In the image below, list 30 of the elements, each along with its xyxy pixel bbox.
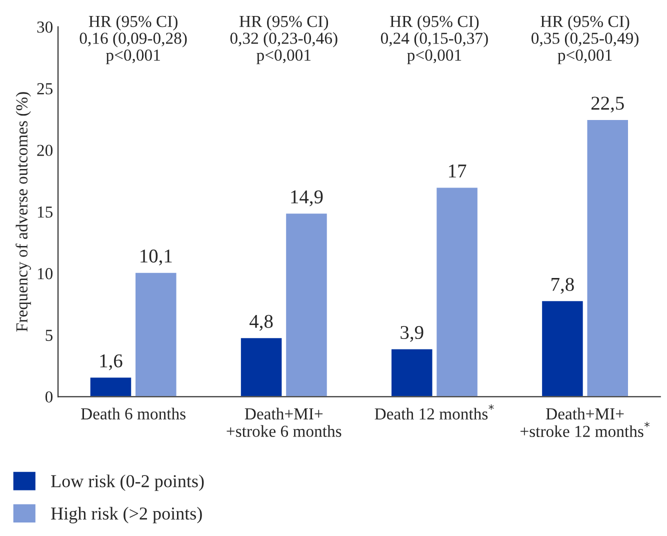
y-tick-label: 10	[38, 268, 53, 280]
bar	[435, 186, 479, 397]
y-tick-label: 15	[38, 206, 53, 218]
data-label: 7,8	[552, 278, 574, 294]
y-tick-label: 25	[37, 83, 53, 94]
x-tick-label: Death 12 months$^{*}$	[374, 404, 494, 420]
data-label: 4,8	[250, 314, 273, 331]
y-tick-label: 30	[37, 22, 53, 33]
data-label: 22,5	[591, 96, 624, 113]
data-label: 1,6	[100, 354, 122, 370]
y-axis-title: Frequency of adverse outcomes (%)	[16, 92, 31, 332]
annotation: HR (95% CI) 0,32 (0,23-0,46) p<0,001	[230, 15, 338, 64]
y-tick-label: 0	[45, 391, 53, 403]
annotation: HR (95% CI) 0,24 (0,15-0,37) p<0,001	[380, 15, 488, 64]
y-tick-label: 20	[37, 144, 53, 156]
x-tick-label: Death+MI+ +stroke 12 months$^{*}$	[520, 408, 650, 438]
data-label: 17	[449, 164, 466, 178]
data-label: 14,9	[291, 190, 323, 206]
annotation: HR (95% CI) 0,35 (0,25-0,49) p<0,001	[532, 15, 638, 64]
x-tick-label: Death+MI+ +stroke 6 months	[226, 408, 342, 437]
legend-label: Low risk (0-2 points)	[51, 474, 204, 491]
y-tick-label: 5	[46, 330, 53, 341]
bar	[540, 300, 584, 397]
x-tick-label: Death 6 months	[81, 408, 186, 420]
annotation: HR (95% CI) 0,16 (0,09-0,28) p<0,001	[80, 15, 187, 64]
data-label: 3,9	[400, 326, 424, 342]
data-label: 10,1	[140, 250, 172, 266]
legend-label: High risk (>2 points)	[51, 506, 202, 524]
bar	[390, 348, 434, 397]
bar	[586, 118, 630, 397]
